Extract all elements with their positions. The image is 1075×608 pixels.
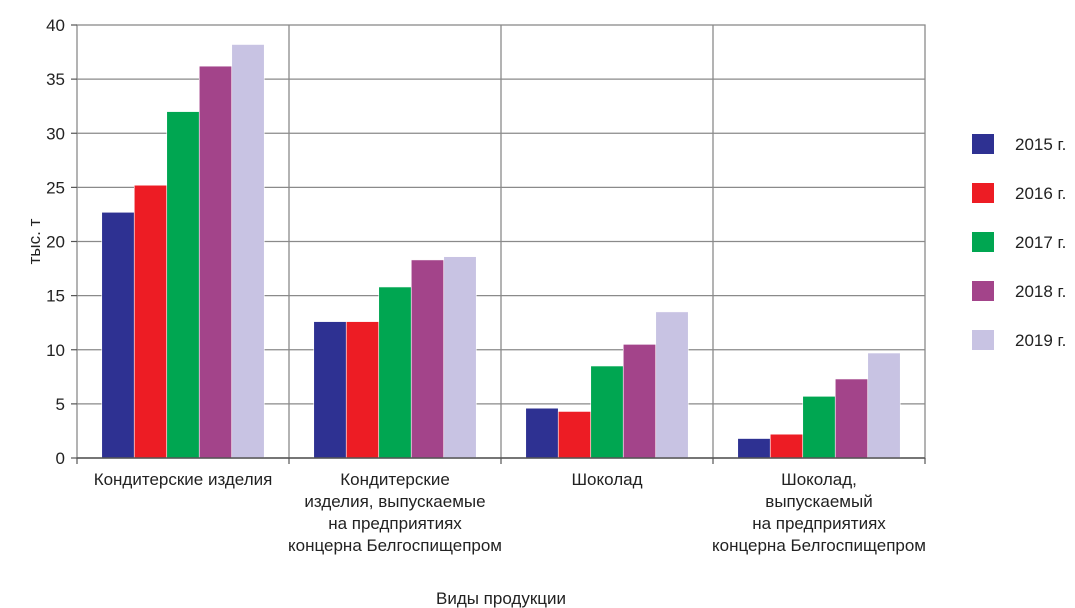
legend-item: 2018 г. xyxy=(972,281,1066,301)
bar xyxy=(443,256,477,459)
bar xyxy=(590,365,624,459)
y-tick-label: 35 xyxy=(46,70,65,89)
y-tick-label: 30 xyxy=(46,124,65,143)
y-axis-label: тыс. т xyxy=(25,218,44,264)
legend: 2015 г. 2016 г. 2017 г. 2018 г. 2019 г. xyxy=(972,134,1066,350)
y-tick-label: 40 xyxy=(46,16,65,35)
bar xyxy=(867,352,901,459)
x-category-label: Кондитерские изделия, выпускаемые на предп… xyxy=(288,470,502,555)
legend-label: 2018 г. xyxy=(1015,282,1066,301)
legend-item: 2016 г. xyxy=(972,183,1066,203)
legend-swatch xyxy=(972,232,994,252)
legend-swatch xyxy=(972,134,994,154)
y-tick-label: 5 xyxy=(56,395,65,414)
axes xyxy=(71,24,926,464)
y-tick-labels: 0 5 10 15 20 25 30 35 40 xyxy=(46,16,65,468)
legend-label: 2015 г. xyxy=(1015,135,1066,154)
legend-swatch xyxy=(972,183,994,203)
legend-label: 2019 г. xyxy=(1015,331,1066,350)
y-tick-label: 15 xyxy=(46,287,65,306)
bar xyxy=(802,395,836,459)
legend-item: 2017 г. xyxy=(972,232,1066,252)
bar xyxy=(378,286,412,459)
legend-item: 2015 г. xyxy=(972,134,1066,154)
bars xyxy=(101,44,901,459)
bar xyxy=(101,211,135,459)
legend-swatch xyxy=(972,330,994,350)
x-category-label: Кондитерские изделия xyxy=(94,470,273,489)
bar xyxy=(769,433,804,459)
bar xyxy=(410,259,445,459)
bar xyxy=(525,407,559,459)
legend-label: 2017 г. xyxy=(1015,233,1066,252)
bar xyxy=(655,311,689,459)
legend-swatch xyxy=(972,281,994,301)
bar xyxy=(231,44,265,459)
bar xyxy=(313,321,347,459)
bar xyxy=(198,65,233,459)
bar xyxy=(345,321,380,459)
bar xyxy=(166,111,200,459)
y-tick-label: 25 xyxy=(46,178,65,197)
legend-label: 2016 г. xyxy=(1015,184,1066,203)
bar xyxy=(133,184,168,459)
legend-item: 2019 г. xyxy=(972,330,1066,350)
bar xyxy=(834,378,869,459)
bar xyxy=(737,438,771,459)
bar xyxy=(557,411,592,459)
y-tick-label: 0 xyxy=(56,449,65,468)
y-tick-label: 10 xyxy=(46,341,65,360)
bar xyxy=(622,344,657,459)
x-category-label: Шоколад, выпускаемый на предприятиях концер… xyxy=(712,470,926,555)
y-tick-label: 20 xyxy=(46,233,65,252)
x-category-labels: Кондитерские изделия Кондитерские изделия,… xyxy=(94,470,926,555)
x-category-label: Шоколад xyxy=(571,470,642,489)
x-axis-label: Виды продукции xyxy=(436,589,566,608)
